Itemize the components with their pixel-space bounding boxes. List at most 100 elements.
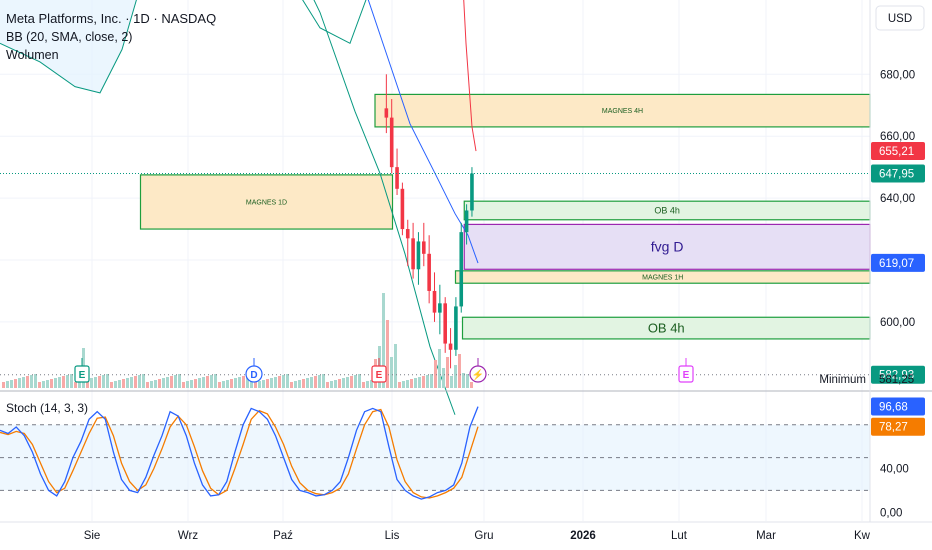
candle-body[interactable]: [432, 290, 437, 313]
volume-bar: [302, 379, 305, 388]
volume-bar: [150, 381, 153, 388]
volume-indicator-legend[interactable]: Wolumen: [6, 48, 59, 62]
volume-bar: [130, 377, 133, 388]
volume-bar: [226, 380, 229, 388]
volume-bar: [46, 380, 49, 388]
zone-box[interactable]: [139, 174, 394, 230]
oscillator-axis[interactable]: 40,00 0,00 96,68 78,27: [871, 397, 925, 520]
volume-bar: [362, 382, 365, 388]
volume-bar: [386, 320, 389, 388]
candle-body[interactable]: [459, 232, 464, 307]
stochastic-pane: [0, 406, 870, 500]
currency-button[interactable]: [875, 5, 925, 31]
price-badge: [871, 365, 925, 384]
volume-bar: [390, 357, 393, 388]
volume-bar: [2, 382, 5, 388]
price-badge: [871, 142, 925, 161]
volume-bar: [446, 357, 449, 388]
time-tick-label: Paź: [273, 530, 293, 542]
bb-indicator-legend[interactable]: BB (20, SMA, close, 2): [6, 30, 132, 44]
volume-bar: [118, 380, 121, 388]
volume-bar: [106, 374, 109, 388]
volume-bar: [294, 381, 297, 388]
volume-bar: [470, 382, 473, 388]
time-axis[interactable]: Sie Wrz Paź Lis Gru 2026 Lut Mar Kw: [84, 530, 871, 542]
volume-bar: [418, 377, 421, 388]
candle-body[interactable]: [416, 241, 421, 270]
volume-bar: [206, 376, 209, 388]
volume-bar: [26, 376, 29, 388]
volume-bar: [178, 374, 181, 388]
volume-bar: [66, 375, 69, 388]
bb-lower-band: [313, 0, 456, 415]
volume-bar: [170, 376, 173, 388]
candle-body[interactable]: [405, 229, 410, 239]
oscillator-badge-label: 96,68: [879, 402, 908, 414]
volume-bar: [94, 377, 97, 388]
volume-bar: [354, 375, 357, 388]
bb-upper-band: [463, 0, 477, 152]
volume-bar: [314, 376, 317, 388]
volume-bar: [186, 381, 189, 388]
volume-bar: [394, 344, 397, 388]
price-tick-label: 600,00: [880, 317, 915, 329]
volume-bar: [154, 380, 157, 388]
volume-bar: [282, 375, 285, 388]
candle-body[interactable]: [448, 343, 453, 350]
volume-bar: [198, 378, 201, 388]
symbol-title[interactable]: Meta Platforms, Inc. · 1D · NASDAQ: [6, 11, 216, 26]
zone-label: MAGNES 1H: [642, 274, 683, 281]
volume-bar: [126, 378, 129, 388]
candle-body[interactable]: [384, 108, 389, 118]
zone-box[interactable]: [374, 93, 871, 128]
candle-body[interactable]: [411, 238, 415, 270]
volume-bar: [326, 382, 329, 388]
candle-body[interactable]: [427, 253, 431, 291]
time-tick-label: Kw: [854, 530, 871, 542]
volume-bar: [402, 381, 405, 388]
volume-bar: [166, 377, 169, 388]
oscillator-badge-label: 78,27: [879, 422, 908, 434]
volume-bar: [86, 379, 89, 388]
oscillator-badge: [871, 397, 925, 416]
volume-bar: [74, 382, 77, 388]
currency-button-label: USD: [888, 13, 912, 25]
candle-body[interactable]: [470, 173, 474, 211]
candle-body[interactable]: [443, 303, 447, 344]
minimum-value: 581,25: [879, 374, 914, 386]
volume-bar: [194, 379, 197, 388]
price-badge-label: 619,07: [879, 258, 914, 270]
volume-bar: [458, 354, 461, 388]
volume-bar: [70, 374, 73, 388]
volume-bar: [450, 376, 453, 388]
time-tick-label: Lis: [385, 530, 400, 542]
volume-bar: [158, 379, 161, 388]
volume-bar: [306, 378, 309, 388]
candle-body[interactable]: [389, 117, 394, 168]
volume-bar: [38, 382, 41, 388]
stoch-d-line: [0, 408, 479, 499]
candle-body[interactable]: [454, 306, 458, 350]
zone-box[interactable]: [463, 223, 871, 270]
candle-body[interactable]: [438, 303, 442, 313]
event-marker-label: D: [250, 370, 257, 381]
volume-bar: [422, 376, 425, 388]
volume-bar: [358, 374, 361, 388]
event-marker-label: E: [79, 370, 86, 381]
volume-bar: [6, 381, 9, 388]
candle-body[interactable]: [395, 167, 399, 189]
volume-bar: [218, 382, 221, 388]
stoch-indicator-legend[interactable]: Stoch (14, 3, 3): [6, 401, 88, 415]
volume-bar: [246, 375, 249, 388]
candle-body[interactable]: [464, 210, 469, 233]
volume-bar: [350, 376, 353, 388]
volume-bar: [382, 293, 385, 388]
volume-bar: [42, 381, 45, 388]
volume-bar: [370, 380, 373, 388]
candle-body[interactable]: [400, 188, 405, 230]
volume-bar: [10, 380, 13, 388]
volume-bar: [430, 374, 433, 388]
candle-body[interactable]: [422, 241, 426, 254]
